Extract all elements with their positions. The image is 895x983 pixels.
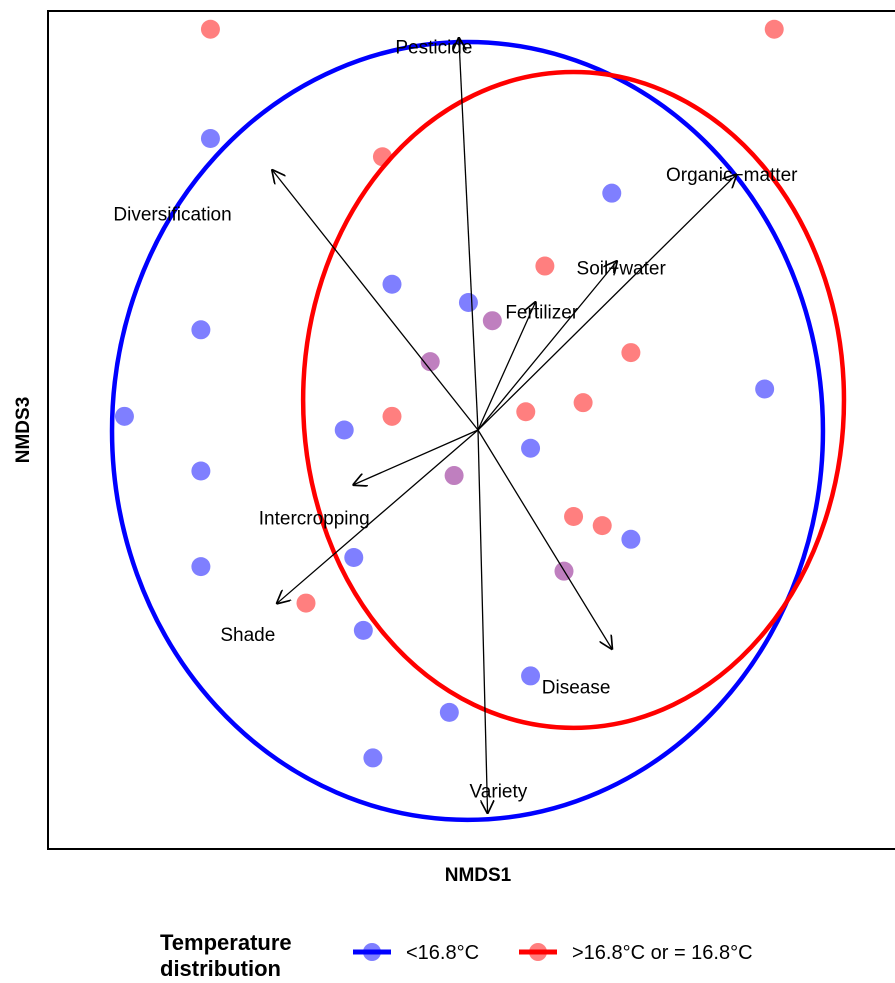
data-point-low (458, 292, 478, 312)
data-point-low (621, 529, 641, 549)
vector-arrow (477, 429, 488, 813)
point-layer (114, 19, 784, 768)
data-point-high (621, 343, 641, 363)
vector-arrow (477, 175, 736, 431)
data-point-low (521, 438, 541, 458)
plot-frame (47, 10, 895, 850)
vector-label: Diversification (113, 204, 231, 225)
ellipse-high-temp (300, 69, 847, 731)
data-point-high (516, 402, 536, 422)
data-point-high (564, 507, 584, 527)
vector-label: Fertilizer (505, 302, 579, 323)
vector-label: Organic−matter (666, 165, 798, 186)
data-point-low (334, 420, 354, 440)
data-point-low (382, 274, 402, 294)
vector-arrow (477, 261, 617, 431)
vector-arrow (477, 302, 535, 431)
legend-key-high (519, 943, 557, 961)
data-point-low (363, 748, 383, 768)
legend-label-high: >16.8°C or = 16.8°C (572, 942, 753, 964)
data-point-low (200, 129, 220, 149)
data-point-low (755, 379, 775, 399)
data-point-high (200, 19, 220, 39)
data-point-low (521, 666, 541, 686)
ellipse-low-temp (109, 39, 826, 823)
legend-key-low (353, 943, 391, 961)
vector-arrow (459, 38, 479, 431)
data-point-low (353, 620, 373, 640)
vector-label: Variety (470, 782, 528, 803)
data-point-low (439, 702, 459, 722)
data-point-low (602, 183, 622, 203)
legend: Temperature distribution <16.8°C >16.8°C… (160, 930, 753, 981)
data-point-high (764, 19, 784, 39)
data-point-low (191, 461, 211, 481)
vector-label-layer: Pesticide Organic−matter Diversification So… (113, 37, 798, 802)
ellipse-layer (109, 39, 847, 823)
data-point-high (296, 593, 316, 613)
vector-layer (273, 38, 736, 812)
x-axis-title: NMDS1 (445, 865, 512, 886)
y-axis-title: NMDS3 (13, 397, 34, 464)
data-point-low (191, 557, 211, 577)
legend-title-line2: distribution (160, 956, 281, 981)
data-point-high (535, 256, 555, 276)
data-point-low (191, 320, 211, 340)
vector-label: Intercropping (259, 509, 370, 530)
vector-arrow (277, 429, 479, 603)
vector-arrow (273, 170, 479, 431)
vector-label: Pesticide (395, 37, 472, 58)
data-point-overlap (482, 311, 502, 331)
vector-label: Disease (542, 678, 611, 699)
data-point-low (114, 406, 134, 426)
data-point-high (592, 516, 612, 536)
legend-title-line1: Temperature (160, 930, 292, 955)
vector-label: Shade (220, 625, 275, 646)
vector-arrow (354, 429, 479, 485)
data-point-overlap (420, 352, 440, 372)
data-point-overlap (444, 466, 464, 486)
vector-arrow (477, 429, 612, 649)
data-point-low (344, 548, 364, 568)
vector-label: Soil+water (577, 258, 667, 279)
data-point-high (372, 147, 392, 167)
data-point-high (573, 393, 593, 413)
data-point-high (382, 406, 402, 426)
legend-label-low: <16.8°C (406, 942, 479, 964)
